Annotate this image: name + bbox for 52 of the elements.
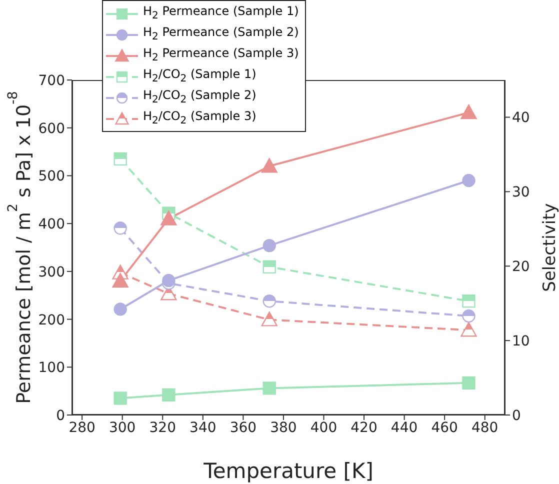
point [261, 312, 278, 326]
y-tick-label: 100 [38, 360, 65, 376]
y-tick-label: 200 [38, 312, 65, 328]
point [112, 272, 128, 288]
point [261, 158, 278, 173]
y-tick-label: 0 [56, 408, 65, 424]
y2-tick-label: 0 [512, 408, 521, 424]
point [462, 309, 476, 323]
point [114, 302, 127, 316]
y2-tick-label: 40 [512, 110, 530, 126]
point [262, 260, 276, 274]
point [462, 376, 476, 390]
x-tick-label: 280 [68, 420, 96, 436]
legend-label: H$_{2}$ Permeance (Sample 1) [143, 2, 299, 24]
y2-axis-title: Selectivity [540, 203, 559, 292]
y-tick-label: 600 [38, 120, 65, 137]
legend-label: H$_{2}$/CO$_{2}$ (Sample 1) [143, 66, 256, 86]
y2-tick-label: 30 [512, 184, 530, 201]
point [460, 322, 477, 337]
y2-tick-label: 10 [512, 334, 530, 350]
x-tick-label: 380 [270, 420, 297, 436]
y2-tick-label: 20 [512, 259, 530, 276]
point [160, 210, 177, 226]
point [262, 294, 276, 308]
x-tick-label: 460 [431, 420, 458, 436]
y-tick-label: 300 [38, 264, 65, 280]
legend-label: H$_{2}$/CO$_{2}$ (Sample 2) [143, 86, 256, 108]
x-tick-label: 400 [310, 420, 338, 436]
point [162, 388, 176, 402]
y-tick-label: 500 [38, 168, 65, 185]
x-axis-title: Temperature [K] [202, 459, 374, 483]
y-tick-label: 700 [38, 72, 65, 89]
point [262, 382, 276, 395]
y-tick-label: 400 [38, 216, 65, 233]
point [462, 294, 476, 308]
point [114, 392, 127, 405]
legend-label: H$_{2}$ Permeance (Sample 2) [143, 24, 299, 44]
point [462, 174, 476, 188]
x-tick-label: 360 [230, 420, 257, 436]
x-tick-label: 480 [471, 420, 498, 436]
point [114, 222, 127, 235]
point [460, 104, 477, 120]
point [162, 274, 176, 288]
x-tick-label: 440 [390, 420, 418, 436]
x-tick-label: 420 [350, 420, 378, 436]
legend-label: H$_{2}$ Permeance (Sample 3) [143, 44, 299, 66]
x-tick-label: 300 [108, 420, 136, 436]
x-tick-label: 320 [149, 420, 176, 436]
legend-label: H$_{2}$/CO$_{2}$ (Sample 3) [143, 108, 256, 128]
point [262, 238, 276, 252]
x-tick-label: 340 [190, 420, 216, 436]
point [114, 152, 127, 166]
